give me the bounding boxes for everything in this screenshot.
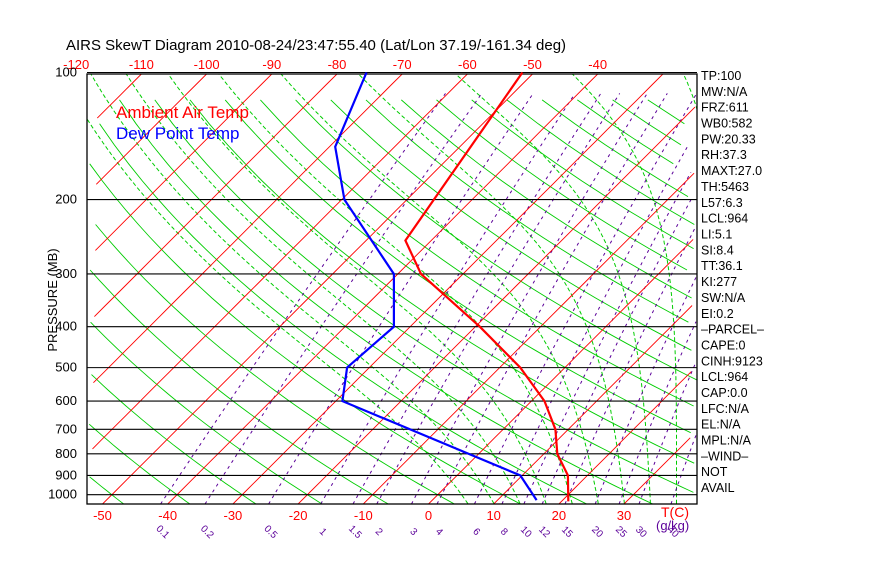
svg-text:SW:N/A: SW:N/A [701,291,746,305]
svg-text:800: 800 [55,446,77,461]
svg-text:600: 600 [55,393,77,408]
svg-text:EL:N/A: EL:N/A [701,418,741,432]
svg-text:-90: -90 [262,57,281,72]
svg-text:LCL:964: LCL:964 [701,370,748,384]
svg-text:MAXT:27.0: MAXT:27.0 [701,164,762,178]
svg-text:AVAIL: AVAIL [701,481,735,495]
svg-text:-110: -110 [129,57,154,72]
svg-text:0: 0 [425,508,432,523]
svg-text:TP:100: TP:100 [701,69,741,83]
svg-text:-30: -30 [224,508,243,523]
svg-text:900: 900 [55,467,77,482]
svg-text:CAPE:0: CAPE:0 [701,338,746,352]
svg-text:-50: -50 [93,508,112,523]
svg-text:-80: -80 [328,57,347,72]
svg-text:MW:N/A: MW:N/A [701,85,748,99]
svg-text:700: 700 [55,421,77,436]
svg-text:-50: -50 [523,57,542,72]
svg-text:–WIND–: –WIND– [701,449,748,463]
svg-text:KI:277: KI:277 [701,275,737,289]
svg-text:PW:20.33: PW:20.33 [701,132,756,146]
svg-text:L57:6.3: L57:6.3 [701,196,743,210]
svg-text:-70: -70 [393,57,412,72]
svg-text:CINH:9123: CINH:9123 [701,354,763,368]
svg-text:1000: 1000 [48,487,77,502]
svg-text:PRESSURE (MB): PRESSURE (MB) [45,248,60,351]
svg-text:100: 100 [55,65,77,80]
svg-text:LCL:964: LCL:964 [701,212,748,226]
svg-text:-40: -40 [158,508,177,523]
svg-text:20: 20 [552,508,566,523]
svg-text:-10: -10 [354,508,373,523]
svg-text:MPL:N/A: MPL:N/A [701,434,752,448]
svg-text:LFC:N/A: LFC:N/A [701,402,750,416]
svg-text:–PARCEL–: –PARCEL– [701,323,764,337]
svg-text:LI:5.1: LI:5.1 [701,228,732,242]
svg-text:TH:5463: TH:5463 [701,180,749,194]
svg-text:10: 10 [486,508,500,523]
svg-text:30: 30 [617,508,631,523]
svg-text:(g/kg): (g/kg) [656,518,689,533]
svg-text:TT:36.1: TT:36.1 [701,259,743,273]
svg-text:-60: -60 [458,57,477,72]
svg-text:WB0:582: WB0:582 [701,117,752,131]
svg-text:Dew Point Temp: Dew Point Temp [116,124,239,143]
svg-text:-40: -40 [588,57,607,72]
svg-text:500: 500 [55,360,77,375]
svg-text:SI:8.4: SI:8.4 [701,243,734,257]
svg-text:NOT: NOT [701,465,728,479]
svg-text:CAP:0.0: CAP:0.0 [701,386,748,400]
svg-text:200: 200 [55,192,77,207]
svg-text:Ambient Air Temp: Ambient Air Temp [116,103,249,122]
svg-text:RH:37.3: RH:37.3 [701,148,747,162]
svg-text:EI:0.2: EI:0.2 [701,307,734,321]
svg-text:-20: -20 [289,508,308,523]
svg-text:FRZ:611: FRZ:611 [701,101,749,115]
svg-text:AIRS SkewT Diagram 2010-08-24/: AIRS SkewT Diagram 2010-08-24/23:47:55.4… [66,37,566,54]
svg-text:-100: -100 [194,57,220,72]
